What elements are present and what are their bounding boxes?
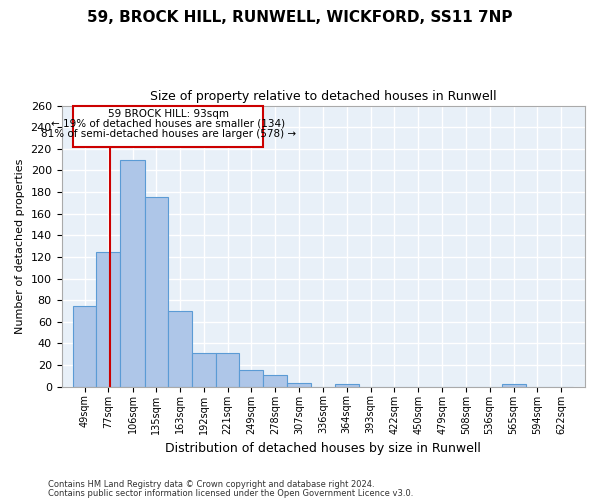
Text: 81% of semi-detached houses are larger (578) →: 81% of semi-detached houses are larger (… [41, 128, 296, 138]
Bar [192, 353, 216, 386]
X-axis label: Distribution of detached houses by size in Runwell: Distribution of detached houses by size … [166, 442, 481, 455]
Bar [502, 384, 526, 386]
Text: Contains public sector information licensed under the Open Government Licence v3: Contains public sector information licen… [48, 488, 413, 498]
Bar [121, 160, 145, 386]
Text: ← 19% of detached houses are smaller (134): ← 19% of detached houses are smaller (13… [51, 119, 285, 129]
Text: 59, BROCK HILL, RUNWELL, WICKFORD, SS11 7NP: 59, BROCK HILL, RUNWELL, WICKFORD, SS11 … [87, 10, 513, 25]
Text: Contains HM Land Registry data © Crown copyright and database right 2024.: Contains HM Land Registry data © Crown c… [48, 480, 374, 489]
Bar [335, 384, 359, 386]
Title: Size of property relative to detached houses in Runwell: Size of property relative to detached ho… [150, 90, 497, 103]
FancyBboxPatch shape [73, 106, 263, 146]
Bar [97, 252, 121, 386]
Bar [73, 306, 97, 386]
Bar [263, 375, 287, 386]
Bar [239, 370, 263, 386]
Bar [145, 198, 168, 386]
Bar [287, 384, 311, 386]
Bar [216, 353, 239, 386]
Y-axis label: Number of detached properties: Number of detached properties [15, 158, 25, 334]
Bar [168, 311, 192, 386]
Text: 59 BROCK HILL: 93sqm: 59 BROCK HILL: 93sqm [108, 109, 229, 119]
